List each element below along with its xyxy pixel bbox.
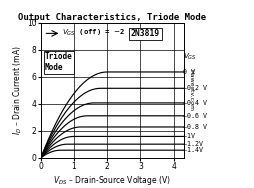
Y-axis label: $I_D$ – Drain Current (mA): $I_D$ – Drain Current (mA) bbox=[12, 45, 24, 135]
Text: $V_{GS}$ (off) = $-$2 V: $V_{GS}$ (off) = $-$2 V bbox=[62, 28, 134, 39]
X-axis label: $V_{DS}$ – Drain-Source Voltage (V): $V_{DS}$ – Drain-Source Voltage (V) bbox=[53, 174, 170, 187]
Text: $V_{GS}$: $V_{GS}$ bbox=[182, 51, 196, 61]
Text: Triode
Mode: Triode Mode bbox=[45, 52, 72, 72]
Text: 2N3819: 2N3819 bbox=[130, 29, 160, 38]
Text: –1.4V: –1.4V bbox=[182, 147, 202, 153]
Text: –1.2V: –1.2V bbox=[182, 141, 202, 147]
Text: –0.6 V: –0.6 V bbox=[182, 113, 206, 119]
Title: Output Characteristics, Triode Mode: Output Characteristics, Triode Mode bbox=[18, 13, 205, 22]
Text: –0.8 V: –0.8 V bbox=[182, 124, 206, 130]
Text: –0.2 V: –0.2 V bbox=[182, 85, 206, 91]
Text: –0.4 V: –0.4 V bbox=[182, 100, 206, 106]
Text: 0 V: 0 V bbox=[182, 69, 194, 75]
Text: –1V: –1V bbox=[182, 133, 194, 139]
Text: Hawestv.com: Hawestv.com bbox=[188, 69, 193, 111]
